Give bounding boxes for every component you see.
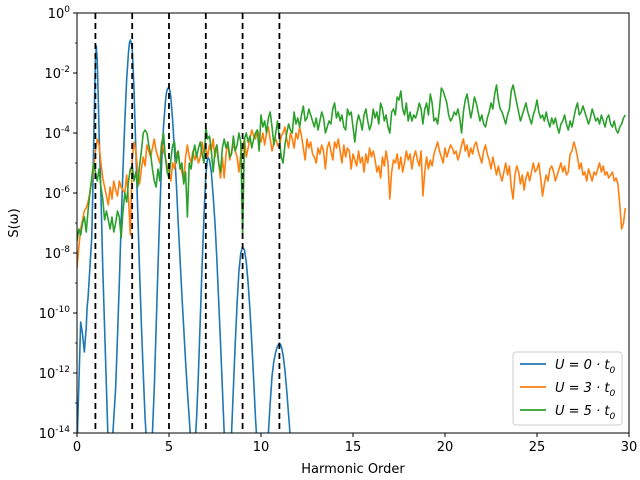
legend-box [512,351,623,426]
y-tick-label: 10-6 [44,185,70,202]
legend-label-1: U = 3 · t0 [555,381,615,399]
y-axis-label: S(ω) [7,208,22,237]
y-tick-label: 10-14 [39,425,71,442]
y-tick-label: 10-10 [39,305,71,322]
x-tick-label: 20 [437,440,454,455]
x-tick-label: 0 [73,440,81,455]
y-tick-label: 100 [48,5,71,22]
legend-label-0: U = 0 · t0 [555,358,615,376]
x-axis-ticks: 0 5 10 15 20 25 30 [73,433,637,455]
series-line-0 [77,39,291,433]
x-tick-label: 10 [253,440,270,455]
x-axis-label: Harmonic Order [301,462,405,477]
y-axis-ticks: 10-14 10-12 10-10 10-8 10-6 10-4 10-2 100 [39,5,77,442]
y-tick-label: 10-8 [44,245,70,262]
y-tick-label: 10-4 [44,125,70,142]
x-tick-label: 25 [529,440,546,455]
x-tick-label: 15 [345,440,362,455]
x-tick-label: 30 [621,440,638,455]
y-tick-label: 10-2 [44,65,70,82]
x-tick-label: 5 [165,440,173,455]
harmonic-marker-lines [94,13,281,433]
legend-label-2: U = 5 · t0 [555,404,615,422]
series-line-1 [77,126,627,269]
y-tick-label: 10-12 [39,365,70,382]
legend: U = 0 · t0 U = 3 · t0 U = 5 · t0 [512,351,623,426]
